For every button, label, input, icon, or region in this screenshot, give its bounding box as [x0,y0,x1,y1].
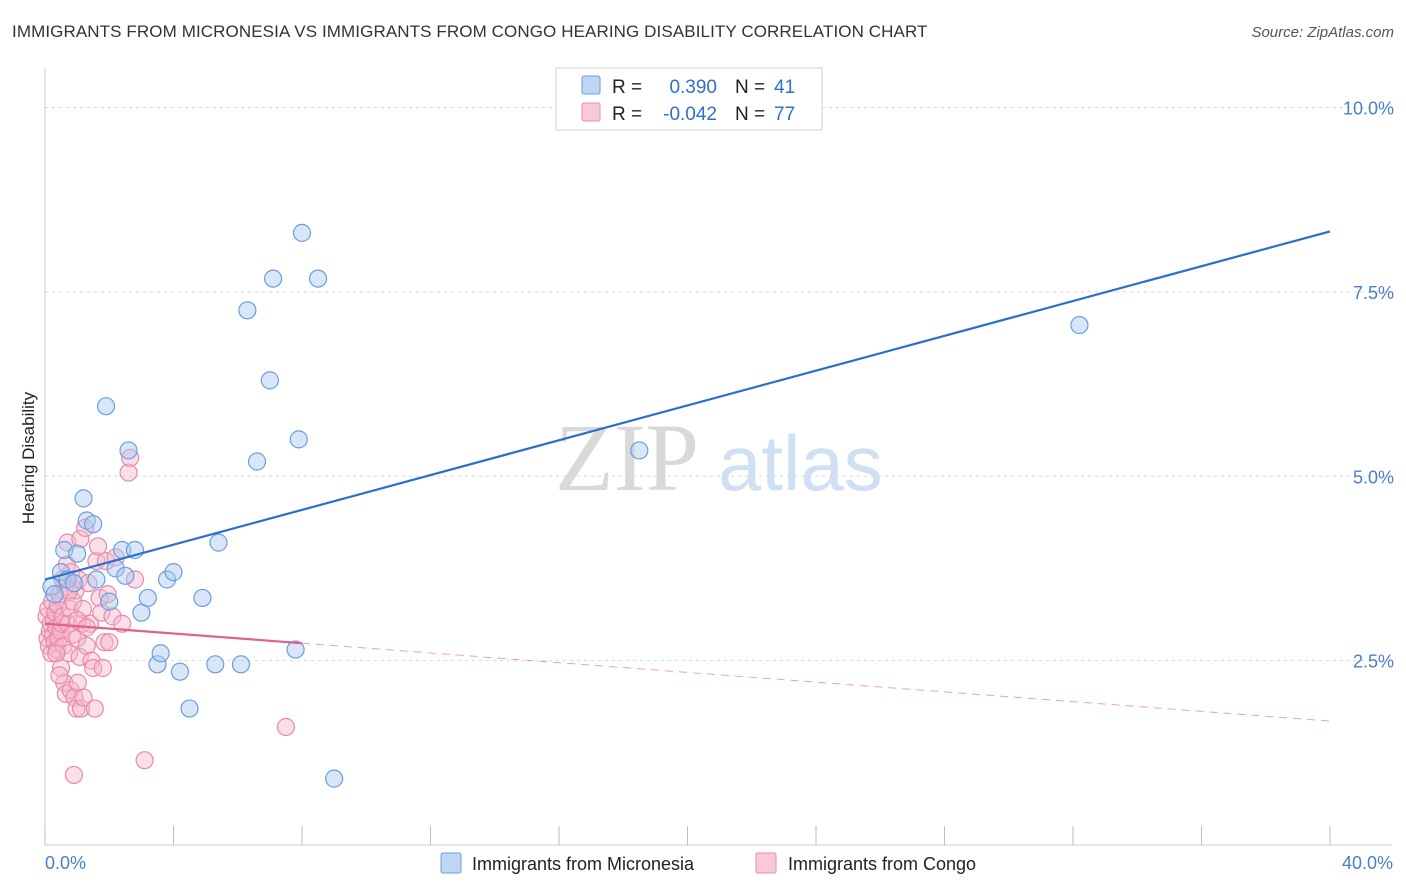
data-point-congo [59,614,78,633]
legend: R = 0.390 N = 41 R = -0.042 N = 77 [555,67,823,131]
legend-n-value-micronesia: 41 [774,77,795,98]
data-point-micronesia [260,371,279,390]
trend-lines [44,230,1331,722]
data-point-micronesia [45,585,64,604]
data-point-congo [50,666,69,685]
chart-source: Source: ZipAtlas.com [1251,24,1394,41]
trend-line-congo [44,622,303,645]
y-tick-label: 2.5% [1353,652,1394,672]
data-point-congo [51,622,70,641]
data-point-congo [51,658,71,678]
data-point-micronesia [231,655,251,674]
data-point-micronesia [193,588,212,608]
legend-r-label-micronesia: R = [612,77,642,98]
data-point-micronesia [151,644,170,663]
data-point-congo [67,699,86,718]
data-point-micronesia [292,223,312,242]
data-point-congo [47,644,66,663]
data-point-micronesia [630,441,649,460]
data-point-micronesia [308,269,328,288]
data-point-congo [88,537,108,556]
legend-swatch-congo [581,102,601,122]
data-point-micronesia [1070,315,1089,335]
legend-swatch-micronesia [581,75,601,95]
data-point-congo [68,610,87,630]
legend-n-label-micronesia: N = [735,77,765,98]
y-tick-label: 10.0% [1343,99,1394,119]
data-point-congo [85,699,104,718]
legend-n-value-congo: 77 [774,104,795,125]
data-point-congo [73,599,93,619]
data-point-congo [59,644,79,663]
data-point-micronesia [84,515,103,534]
legend-r-value-congo: -0.042 [663,104,717,125]
data-point-congo [77,636,96,655]
data-point-congo [103,607,122,626]
trend-line-extension-congo [301,642,1331,722]
data-point-micronesia [116,566,135,585]
trend-line-micronesia [44,230,1331,581]
data-point-congo [74,688,93,707]
data-point-micronesia [247,452,267,471]
y-tick-label: 7.5% [1353,283,1394,303]
tick-labels: 2.5% 5.0% 7.5% 10.0% 0.0% 40.0% [45,99,1394,874]
data-point-micronesia [119,441,138,460]
data-point-micronesia [263,269,283,288]
data-point-congo [71,529,90,549]
data-point-congo [125,570,145,589]
watermark-zip: ZIP [555,404,699,511]
data-point-congo [112,614,132,633]
data-point-micronesia [157,570,177,589]
axes [44,68,1392,846]
data-point-micronesia [206,655,225,674]
chart-title: IMMIGRANTS FROM MICRONESIA VS IMMIGRANTS… [12,22,928,41]
data-point-micronesia [68,544,87,563]
data-point-congo [84,658,103,678]
data-point-micronesia [325,769,344,788]
data-point-congo [64,765,84,785]
data-point-micronesia [289,430,308,449]
y-axis-label: Hearing Disability [19,391,38,524]
data-point-micronesia [209,533,228,552]
data-point-congo [95,633,114,652]
bottom-legend-label-congo: Immigrants from Congo [788,854,976,874]
data-point-micronesia [96,397,116,416]
data-point-congo [64,592,83,611]
data-point-congo [71,699,91,718]
data-point-micronesia [170,662,190,681]
data-point-micronesia [87,570,106,589]
data-point-micronesia [180,699,199,718]
bottom-legend-label-micronesia: Immigrants from Micronesia [472,854,695,874]
data-point-congo [100,633,119,652]
data-point-congo [135,751,154,770]
data-point-congo [70,647,89,667]
data-point-congo [82,651,101,670]
data-point-congo [93,658,112,678]
bottom-legend-swatch-micronesia [440,852,462,874]
legend-n-label-congo: N = [735,104,765,125]
legend-r-label-congo: R = [612,104,642,125]
watermark-atlas: atlas [718,419,883,507]
grid-lines [45,107,1392,662]
data-point-micronesia [148,655,167,674]
data-point-micronesia [138,588,157,608]
data-point-congo [121,448,140,467]
legend-r-value-micronesia: 0.390 [669,77,717,98]
data-point-micronesia [164,563,183,582]
bottom-legend: Immigrants from Micronesia Immigrants fr… [440,852,976,874]
data-point-congo [119,463,138,482]
x-tick-label: 40.0% [1342,853,1393,873]
data-point-micronesia [74,489,93,508]
data-point-micronesia [64,574,84,593]
data-point-micronesia [238,301,257,320]
x-tick-label: 0.0% [45,853,86,873]
bottom-legend-swatch-congo [755,852,777,874]
data-point-micronesia [286,640,305,659]
data-point-congo [276,717,296,737]
data-point-micronesia [100,592,119,611]
data-point-congo [98,585,117,604]
y-tick-label: 5.0% [1353,467,1394,487]
series-micronesia [42,223,1089,788]
